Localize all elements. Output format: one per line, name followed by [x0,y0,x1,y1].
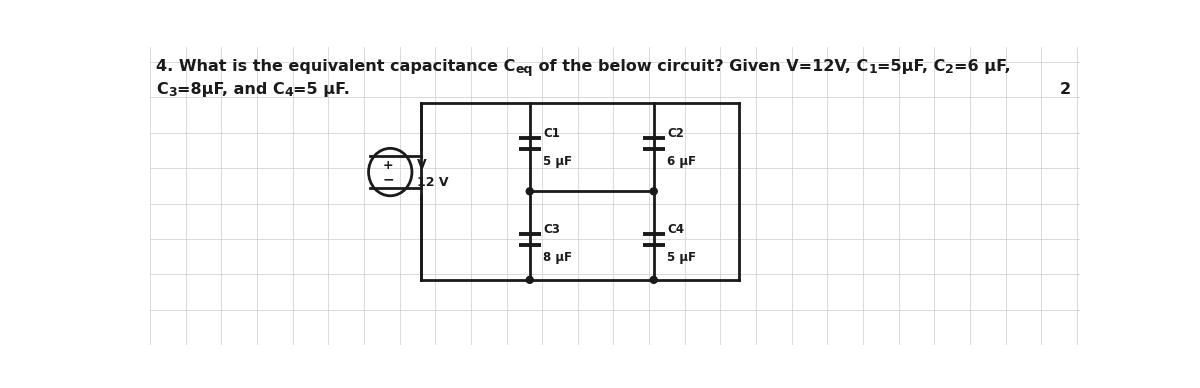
Text: +: + [383,159,394,171]
Text: C2: C2 [667,127,684,140]
Text: 5 μF: 5 μF [542,155,572,168]
Circle shape [527,188,533,195]
Text: 8 μF: 8 μF [542,251,572,264]
Text: eq: eq [516,63,533,76]
Text: 6 μF: 6 μF [667,155,696,168]
Text: 1: 1 [869,63,877,76]
Text: 12 V: 12 V [416,176,448,189]
Text: of the below circuit? Given V=12V, C: of the below circuit? Given V=12V, C [533,59,869,74]
Text: =5 μF.: =5 μF. [293,82,350,97]
Text: C3: C3 [542,223,559,236]
Text: 5 μF: 5 μF [667,251,696,264]
Text: 3: 3 [168,86,176,99]
Text: C: C [156,82,168,97]
Text: =6 μF,: =6 μF, [954,59,1010,74]
Text: −: − [382,172,394,186]
Circle shape [650,276,658,283]
Text: C4: C4 [667,223,684,236]
Text: C1: C1 [542,127,559,140]
Text: 2: 2 [946,63,954,76]
Text: =5μF, C: =5μF, C [877,59,946,74]
Text: 4: 4 [284,86,293,99]
Text: 2: 2 [1060,82,1070,97]
Circle shape [650,188,658,195]
Text: V: V [416,158,426,171]
Circle shape [527,276,533,283]
Text: =8μF, and C: =8μF, and C [176,82,284,97]
Text: 4. What is the equivalent capacitance C: 4. What is the equivalent capacitance C [156,59,516,74]
